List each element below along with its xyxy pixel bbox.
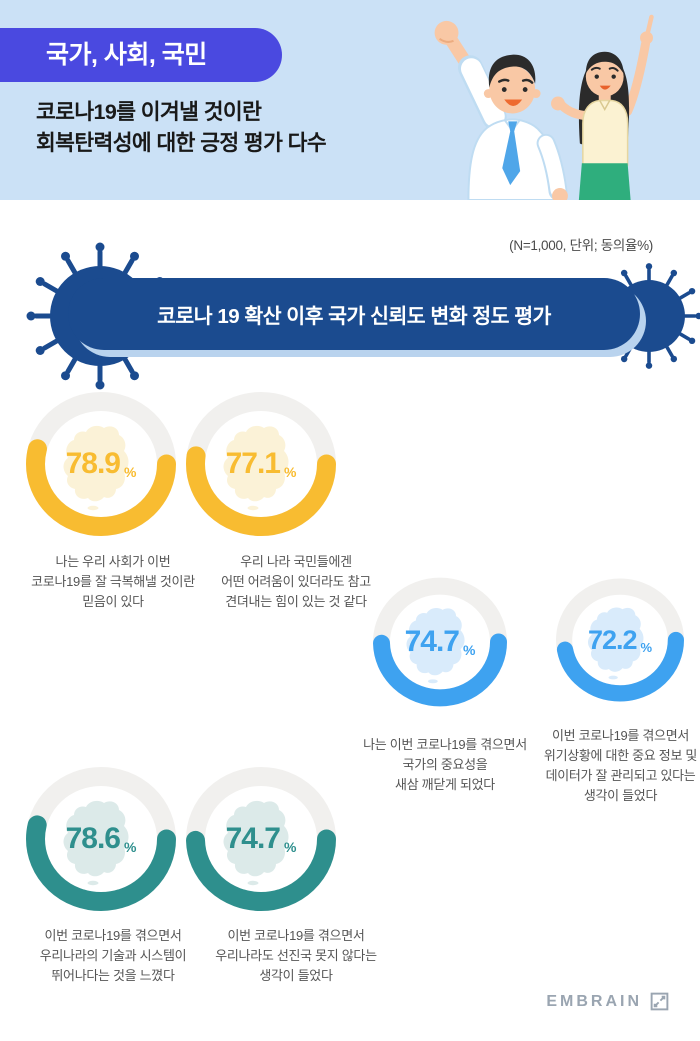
man-sleeve [460, 58, 505, 127]
woman-face [585, 56, 624, 97]
headline-line-1: 코로나19를 이겨낼 것이란 [36, 100, 262, 124]
percent-unit: % [462, 642, 476, 658]
donut-arc [26, 392, 176, 536]
donut-ring [26, 767, 176, 911]
man-lower-sleeve [538, 135, 566, 198]
jeju-island [87, 880, 99, 886]
donut-caption: 이번 코로나19를 겪으면서 우리나라도 선진국 못지 않다는 생각이 들었다 [215, 928, 377, 984]
percent-unit: % [283, 839, 297, 855]
section-banner-title: 코로나 19 확산 이후 국가 신뢰도 변화 정도 평가 [157, 305, 551, 328]
korea-map-silhouette [406, 607, 465, 676]
donut-caption: 이번 코로나19를 겪으면서 우리나라의 기술과 시스템이 뛰어나다는 것을 느… [39, 928, 187, 984]
donut-ring [373, 577, 507, 707]
man-face [489, 65, 536, 114]
percent-value: 74.7 [225, 822, 281, 855]
donut-percent: 77.1 % [186, 392, 336, 536]
korea-map-silhouette [63, 425, 129, 502]
donut-state-importance: 74.7 % [373, 574, 507, 710]
donut-ring [556, 578, 684, 702]
korea-map-silhouette [223, 425, 289, 502]
title-badge: 국가, 사회, 국민 [0, 28, 282, 82]
korea-map-silhouette [588, 607, 644, 672]
woman-raised-arm [623, 39, 650, 116]
donut-caption: 우리 나라 국민들에겐 어떤 어려움이 있더라도 참고 견뎌내는 힘이 있는 것… [221, 554, 371, 610]
embrain-logo-text: EMBRAIN [546, 992, 642, 1010]
percent-value: 78.9 [65, 447, 121, 480]
man-mouth [504, 99, 523, 106]
donut-caption: 이번 코로나19를 겪으면서 위기상황에 대한 중요 정보 및 데이터가 잘 관… [543, 728, 698, 804]
donut-ring [186, 767, 336, 911]
man-eyebrows [498, 78, 534, 84]
headline-line-2: 회복탄력성에 대한 긍정 평가 다수 [36, 130, 327, 155]
donut-arc [186, 767, 336, 911]
woman-mouth [599, 85, 611, 90]
percent-unit: % [123, 464, 137, 480]
jeju-island [247, 505, 259, 511]
percent-unit: % [640, 639, 653, 655]
donut-ring [186, 392, 336, 536]
woman-skirt [578, 163, 631, 200]
percent-value: 72.2 [587, 624, 638, 655]
donut-ring [26, 392, 176, 536]
jeju-island [608, 675, 618, 680]
percent-value: 78.6 [65, 822, 121, 855]
donut-caption: 나는 우리 사회가 이번 코로나19를 잘 극복해낼 것이란 믿음이 있다 [31, 554, 195, 610]
donut-percent: 74.7 % [186, 767, 336, 911]
percent-unit: % [283, 464, 297, 480]
percent-unit: % [123, 839, 137, 855]
man-fist-line [439, 38, 454, 43]
donut-percent: 74.7 % [373, 574, 507, 710]
sample-note: (N=1,000, 단위; 동의율%) [509, 238, 653, 253]
donut-society-overcome: 78.9 % [26, 392, 176, 536]
woman-eyebrows [590, 66, 619, 72]
woman-fist [551, 96, 565, 111]
woman-eye-left [594, 74, 599, 79]
man-figure [434, 20, 568, 200]
jeju-island [87, 505, 99, 511]
donut-advanced-country: 74.7 % [186, 767, 336, 911]
donut-arc [556, 578, 684, 702]
korea-map-silhouette [63, 800, 129, 877]
woman-collar [599, 100, 611, 112]
donut-data-management: 72.2 % [556, 578, 684, 702]
man-eye-right [522, 87, 528, 92]
percent-value: 77.1 [225, 447, 281, 480]
headline: 코로나19를 이겨낼 것이란 회복탄력성에 대한 긍정 평가 다수 [36, 97, 327, 158]
donut-tech-system: 78.6 % [26, 767, 176, 911]
woman-eye-right [611, 74, 616, 79]
woman-hair-fringe [585, 51, 624, 74]
section-banner: 코로나 19 확산 이후 국가 신뢰도 변화 정도 평가 [68, 278, 640, 350]
woman-shirt [582, 99, 629, 166]
donut-percent: 72.2 % [556, 578, 684, 702]
donut-percent: 78.6 % [26, 767, 176, 911]
man-tie [502, 121, 521, 186]
donut-caption: 나는 이번 코로나19를 겪으면서 국가의 중요성을 새삼 깨닫게 되었다 [363, 737, 527, 793]
woman-neck [598, 89, 611, 106]
embrain-logo-icon [650, 992, 669, 1011]
title-badge-label: 국가, 사회, 국민 [46, 41, 207, 69]
woman-finger [645, 14, 654, 37]
man-hair [488, 54, 536, 88]
people-cheering-illustration [434, 14, 654, 200]
woman-figure [551, 14, 654, 200]
donut-arc [186, 392, 336, 536]
man-hand [552, 188, 568, 200]
donut-arc [26, 767, 176, 911]
embrain-logo: EMBRAIN [546, 991, 670, 1012]
donut-percent: 78.9 % [26, 392, 176, 536]
jeju-island [427, 679, 438, 684]
man-eye-left [501, 87, 507, 92]
donut-arc [373, 577, 507, 707]
percent-value: 74.7 [404, 625, 460, 658]
donut-citizens-endurance: 77.1 % [186, 392, 336, 536]
header: 국가, 사회, 국민 코로나19를 이겨낼 것이란 회복탄력성에 대한 긍정 평… [0, 0, 700, 200]
korea-map-silhouette [223, 800, 289, 877]
jeju-island [247, 880, 259, 886]
